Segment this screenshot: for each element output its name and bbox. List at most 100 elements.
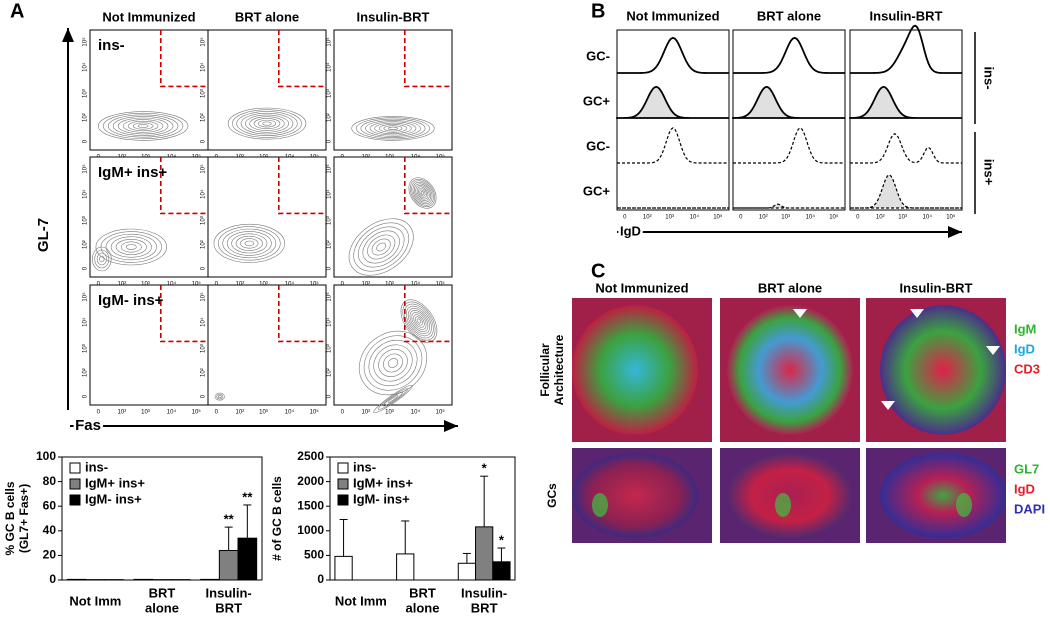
- contour: [97, 111, 189, 141]
- y-tick-label: 0: [83, 266, 89, 270]
- histogram-panel: [849, 29, 963, 211]
- error-bar: [497, 547, 506, 562]
- y-tick-label: 10²: [327, 368, 333, 377]
- y-tick-label: 10⁴: [200, 62, 207, 72]
- y-tick-label: 10⁵: [82, 292, 89, 302]
- contour: [107, 114, 179, 138]
- histogram: [733, 36, 845, 74]
- y-axis-label: % GC B cells(GL7+ Fas+): [3, 481, 31, 555]
- x-tick-label: Insulin-BRT: [461, 586, 507, 616]
- contour: [378, 349, 408, 377]
- x-tick-label: 10⁵: [946, 214, 956, 221]
- x-tick-label: 10⁵: [192, 281, 202, 288]
- y-tick-label: 0: [327, 139, 333, 143]
- row-label: FollicularArchitecture: [538, 334, 566, 405]
- contour: [125, 244, 137, 250]
- x-tick-label: 10²: [643, 215, 652, 221]
- x-tick-label: 10⁵: [436, 409, 446, 416]
- contour: [411, 312, 427, 330]
- x-tick-label: 10³: [781, 215, 790, 221]
- contour: [413, 314, 425, 328]
- histogram: [617, 127, 729, 164]
- contour: [365, 120, 421, 137]
- arrowhead: [986, 346, 1000, 355]
- contour: [105, 233, 157, 261]
- histogram: [732, 85, 845, 119]
- histogram: [616, 85, 729, 119]
- flow-plot: [207, 156, 327, 278]
- gate: [278, 30, 326, 88]
- contour: [348, 218, 414, 276]
- flow-plot: [333, 29, 453, 151]
- contour: [420, 191, 425, 195]
- y-tick-label: 10²: [327, 113, 333, 122]
- row-label: GCs: [545, 483, 559, 508]
- x-tick-label: Not Imm: [69, 593, 121, 608]
- contour: [406, 305, 432, 337]
- contour: [94, 249, 110, 269]
- y-tick-label: 10²: [201, 240, 207, 249]
- y-tick-label: 2000: [297, 474, 324, 488]
- panel-label: C: [591, 260, 605, 282]
- y-tick-label: 10⁴: [326, 189, 333, 199]
- contour: [222, 228, 277, 259]
- contour: [213, 223, 285, 263]
- contour: [214, 392, 225, 401]
- contour: [132, 122, 154, 130]
- legend-label: IgM- ins+: [353, 491, 410, 506]
- y-tick-label: 10²: [83, 368, 89, 377]
- row-label: ins-: [98, 37, 125, 54]
- x-tick-label: 0: [97, 410, 101, 416]
- contour: [358, 330, 428, 396]
- y-tick-label: 10³: [83, 216, 89, 225]
- histogram: [849, 85, 962, 119]
- micrograph-region: [727, 305, 853, 435]
- contour: [371, 238, 391, 256]
- contour: [216, 393, 224, 400]
- y-tick-label: 2500: [297, 449, 324, 463]
- axis-label: GL-7: [35, 218, 52, 252]
- histogram: [733, 127, 845, 164]
- stain-label: IgM: [1014, 321, 1036, 336]
- legend-swatch: [69, 478, 81, 490]
- contour: [407, 307, 431, 335]
- x-tick-label: 10⁵: [192, 409, 202, 416]
- y-tick-label: 10³: [327, 216, 333, 225]
- x-tick-label: 10⁵: [713, 214, 723, 221]
- contour: [253, 118, 281, 130]
- legend-label: ins-: [85, 459, 108, 474]
- y-tick-label: 100: [36, 449, 56, 463]
- arrowhead: [910, 309, 924, 318]
- x-tick-label: 10⁴: [411, 281, 421, 288]
- bar: [133, 578, 154, 581]
- contour: [382, 391, 404, 407]
- flow-plot: [89, 156, 209, 278]
- contour: [218, 226, 281, 261]
- legend-swatch: [337, 462, 349, 474]
- error-bar: [401, 520, 410, 554]
- y-tick-label: 10⁵: [326, 37, 333, 47]
- y-tick-label: 10⁴: [200, 189, 207, 199]
- contour: [235, 235, 263, 251]
- contour: [367, 234, 396, 260]
- contour: [415, 185, 430, 201]
- x-tick-label: 10²: [362, 410, 371, 416]
- x-tick-label: BRT alone: [145, 586, 179, 616]
- contour: [357, 226, 405, 268]
- bar: [66, 578, 87, 581]
- error-bar: [243, 504, 252, 539]
- legend-swatch: [337, 478, 349, 490]
- legend-swatch: [337, 494, 349, 506]
- y-tick-label: 0: [49, 572, 56, 586]
- contour: [115, 238, 147, 256]
- group-label: ins+: [982, 159, 997, 186]
- contour: [112, 116, 174, 136]
- y-tick-label: 0: [201, 139, 207, 143]
- contour: [240, 112, 294, 135]
- contour: [355, 117, 431, 140]
- contour: [378, 124, 408, 133]
- x-tick-label: 10²: [236, 410, 245, 416]
- contour: [378, 388, 408, 410]
- gate: [160, 285, 208, 343]
- contour: [99, 255, 105, 263]
